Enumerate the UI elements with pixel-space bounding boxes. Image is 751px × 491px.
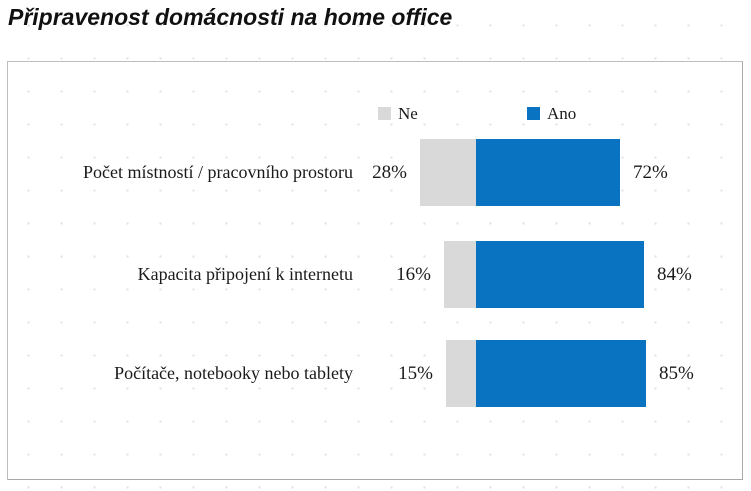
bar-row: Kapacita připojení k internetu 16% 84% bbox=[8, 241, 742, 308]
legend: Ne Ano bbox=[8, 104, 742, 124]
ano-bar[interactable] bbox=[476, 139, 620, 206]
legend-item-ne[interactable]: Ne bbox=[378, 104, 418, 124]
category-label: Počet místností / pracovního prostoru bbox=[83, 162, 353, 182]
ano-value-label: 85% bbox=[659, 363, 694, 384]
plot-area: Počet místností / pracovního prostoru 28… bbox=[8, 62, 742, 479]
legend-item-ano[interactable]: Ano bbox=[527, 104, 576, 124]
legend-label-ano: Ano bbox=[547, 104, 577, 123]
ne-bar[interactable] bbox=[444, 241, 476, 308]
legend-label-ne: Ne bbox=[398, 104, 418, 123]
ne-swatch-icon bbox=[378, 107, 391, 120]
ano-value-label: 72% bbox=[633, 162, 668, 183]
category-label: Kapacita připojení k internetu bbox=[137, 264, 353, 284]
ne-bar[interactable] bbox=[420, 139, 476, 206]
category-label: Počítače, notebooky nebo tablety bbox=[114, 363, 353, 383]
ano-bar[interactable] bbox=[476, 340, 646, 407]
ne-bar[interactable] bbox=[446, 340, 476, 407]
chart-title: Připravenost domácnosti na home office bbox=[8, 4, 453, 30]
bar-row: Počítače, notebooky nebo tablety 15% 85% bbox=[8, 340, 742, 407]
bar-row: Počet místností / pracovního prostoru 28… bbox=[8, 139, 742, 206]
ano-swatch-icon bbox=[527, 107, 540, 120]
ne-value-label: 16% bbox=[396, 264, 431, 285]
ano-value-label: 84% bbox=[657, 264, 692, 285]
ano-bar[interactable] bbox=[476, 241, 644, 308]
ne-value-label: 28% bbox=[372, 162, 407, 183]
ne-value-label: 15% bbox=[398, 363, 433, 384]
chart-frame: Ne Ano Počet místností / pracovního pros… bbox=[7, 61, 743, 480]
